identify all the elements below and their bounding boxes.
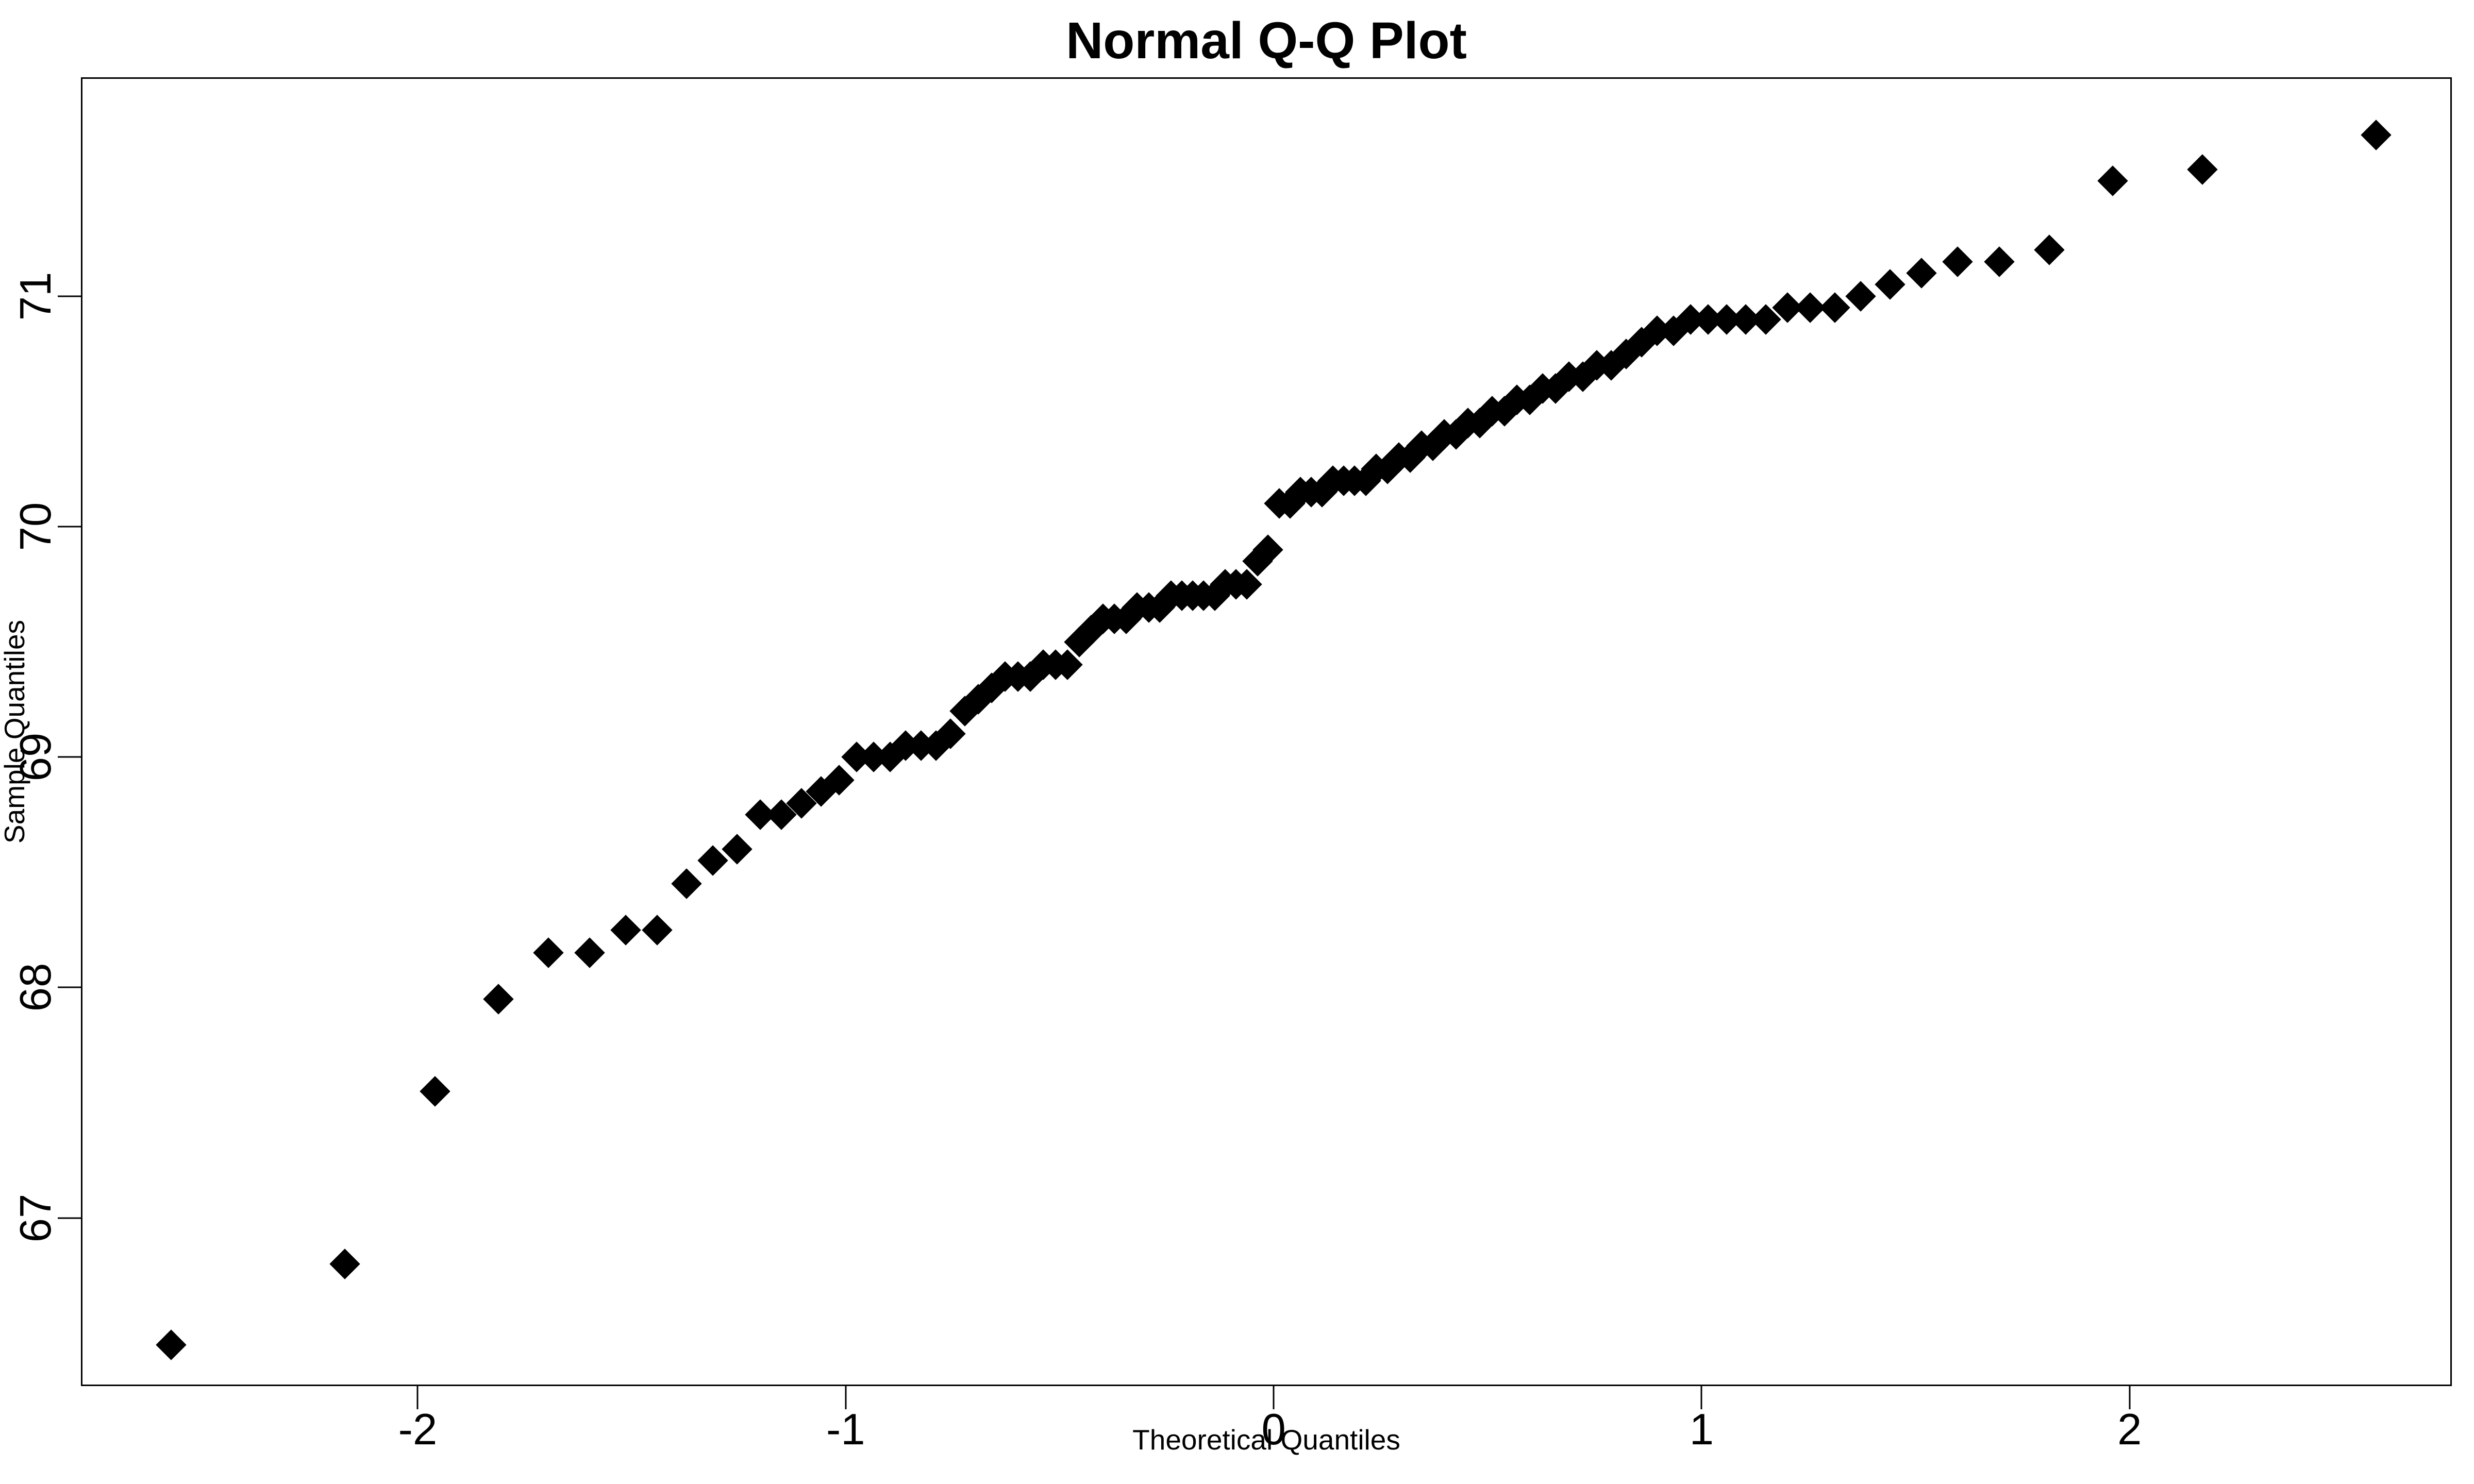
x-tick-mark — [1700, 1386, 1702, 1409]
y-axis-title-text: Sample Quantiles — [0, 619, 30, 844]
y-tick-mark — [58, 1217, 81, 1219]
y-tick-mark — [58, 526, 81, 528]
y-tick-label: 71 — [11, 272, 60, 321]
y-tick-mark — [58, 986, 81, 988]
x-tick-label: 1 — [1689, 1405, 1714, 1454]
y-tick-mark — [58, 295, 81, 297]
x-tick-label: 2 — [2117, 1405, 2142, 1454]
x-tick-mark — [416, 1386, 419, 1409]
x-tick-mark — [2129, 1386, 2131, 1409]
x-tick-mark — [1273, 1386, 1275, 1409]
y-tick-label: 68 — [11, 963, 60, 1012]
y-tick-label: 67 — [11, 1193, 60, 1242]
x-tick-label: -1 — [826, 1405, 865, 1454]
x-tick-label: -2 — [398, 1405, 438, 1454]
x-axis-title: Theoretical Quantiles — [1132, 1424, 1400, 1456]
chart-title: Normal Q-Q Plot — [1066, 12, 1467, 70]
y-tick-mark — [58, 756, 81, 758]
x-tick-mark — [845, 1386, 847, 1409]
y-tick-label: 70 — [11, 502, 60, 551]
x-tick-label: 0 — [1261, 1405, 1286, 1454]
plot-area — [81, 77, 2452, 1386]
